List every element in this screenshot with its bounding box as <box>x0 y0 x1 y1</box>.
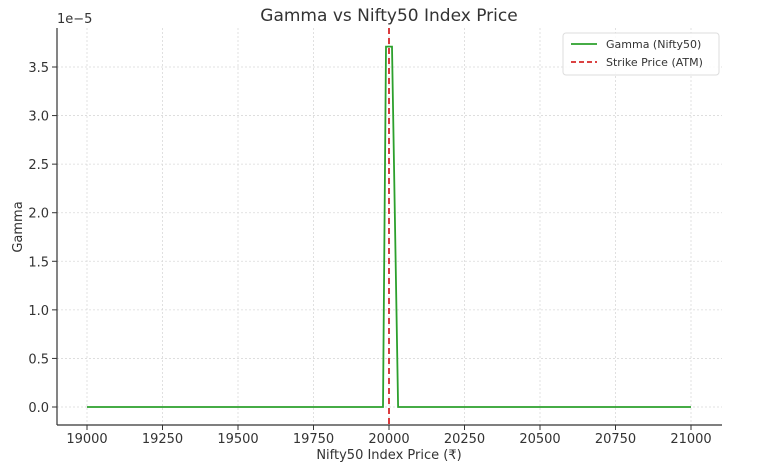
y-axis-label: Gamma <box>11 201 26 252</box>
y-axis-ticks: 0.0 0.5 1.0 1.5 2.0 2.5 3.0 3.5 <box>28 61 57 416</box>
legend: Gamma (Nifty50) Strike Price (ATM) <box>562 32 720 76</box>
x-tick-label: 19500 <box>217 432 258 447</box>
x-tick-label: 20250 <box>444 432 485 447</box>
x-tick-label: 20500 <box>519 432 560 447</box>
y-tick-label: 0.5 <box>28 352 49 367</box>
legend-item-strike: Strike Price (ATM) <box>606 56 703 69</box>
x-axis-label: Nifty50 Index Price (₹) <box>316 448 461 463</box>
y-tick-label: 3.0 <box>28 110 49 125</box>
y-tick-label: 1.5 <box>28 255 49 270</box>
y-tick-label: 3.5 <box>28 61 49 76</box>
y-tick-label: 1.0 <box>28 304 49 319</box>
legend-item-gamma: Gamma (Nifty50) <box>606 38 701 51</box>
grid-lines <box>57 28 722 425</box>
x-tick-label: 20000 <box>368 432 409 447</box>
legend-box <box>562 32 720 76</box>
y-tick-label: 2.0 <box>28 207 49 222</box>
y-offset-label: 1e−5 <box>57 12 92 27</box>
x-tick-label: 19250 <box>142 432 183 447</box>
x-tick-label: 20750 <box>595 432 636 447</box>
y-tick-label: 2.5 <box>28 158 49 173</box>
chart-title: Gamma vs Nifty50 Index Price <box>260 6 517 26</box>
plot-series <box>87 28 691 425</box>
y-tick-label: 0.0 <box>28 401 49 416</box>
x-axis-ticks: 19000 19250 19500 19750 20000 20250 20500 20750… <box>66 425 712 447</box>
x-tick-label: 19750 <box>293 432 334 447</box>
x-tick-label: 21000 <box>670 432 711 447</box>
x-tick-label: 19000 <box>66 432 107 447</box>
gamma-line <box>87 45 691 408</box>
axes <box>56 28 722 426</box>
